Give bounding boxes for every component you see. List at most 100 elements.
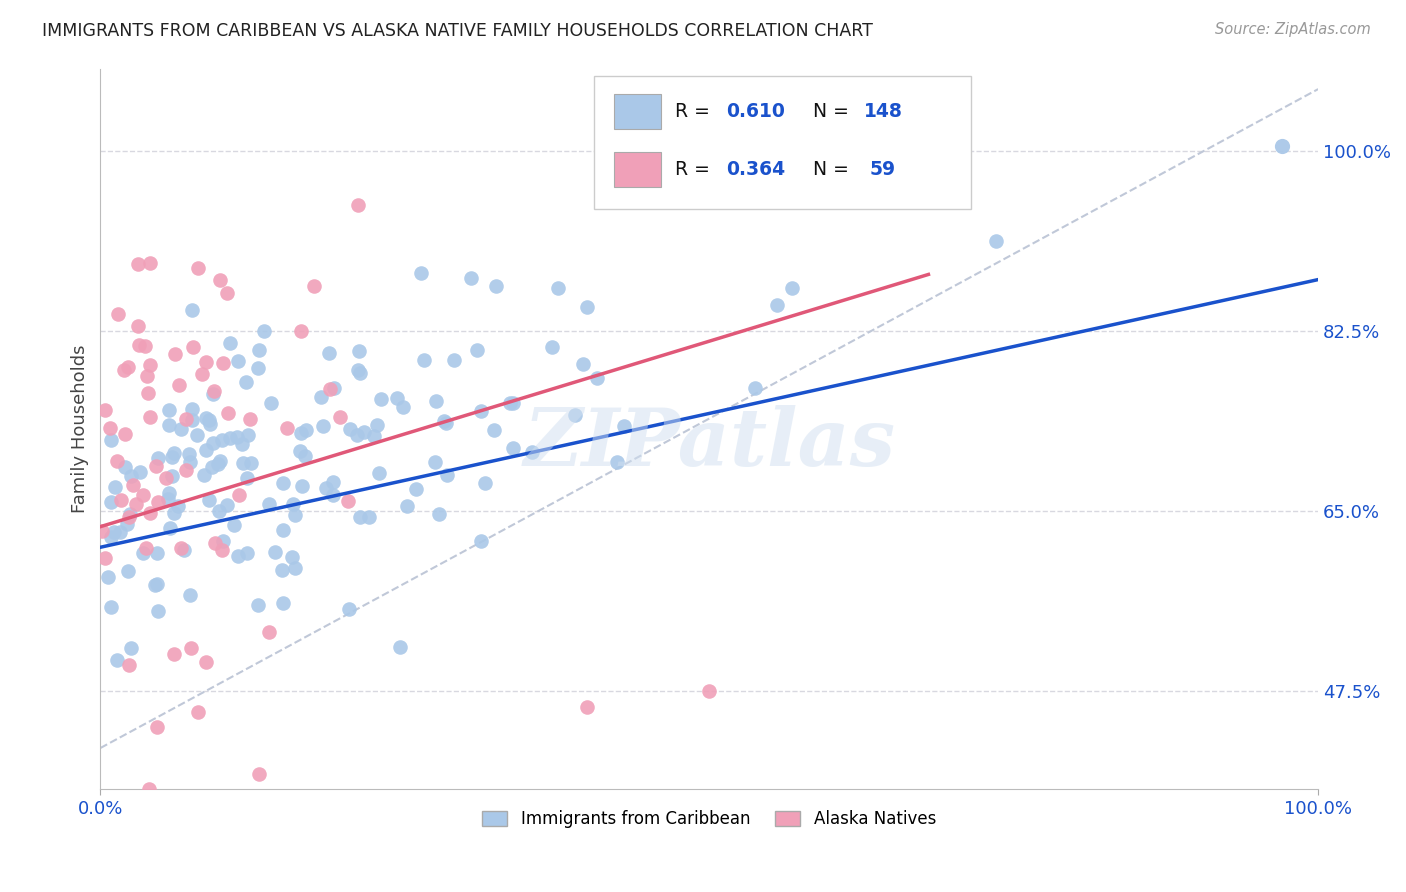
Point [288, 443, 311, 458]
Point [110, 524, 132, 539]
Point [162, 647, 184, 661]
Point [112, 363, 135, 377]
Point [247, 766, 270, 780]
Point [135, 541, 157, 555]
Point [174, 412, 197, 426]
Text: 0.364: 0.364 [727, 160, 786, 179]
Point [163, 347, 186, 361]
Point [103, 525, 125, 540]
Point [167, 378, 190, 392]
Point [339, 602, 361, 616]
Point [780, 280, 803, 294]
Point [247, 599, 270, 613]
Point [470, 403, 492, 417]
Point [520, 445, 543, 459]
Point [281, 497, 304, 511]
Point [183, 340, 205, 354]
Point [145, 459, 167, 474]
Point [337, 493, 360, 508]
Point [388, 640, 411, 654]
Point [465, 343, 488, 357]
Point [138, 256, 160, 270]
Point [425, 393, 447, 408]
Point [766, 298, 789, 312]
Point [211, 433, 233, 447]
Point [281, 549, 304, 564]
Point [271, 563, 294, 577]
Point [613, 419, 636, 434]
Point [195, 355, 218, 369]
Point [502, 441, 524, 455]
Point [302, 279, 325, 293]
Point [264, 545, 287, 559]
Point [586, 371, 609, 385]
Point [217, 406, 239, 420]
Point [180, 402, 202, 417]
Point [482, 423, 505, 437]
Text: 148: 148 [863, 103, 903, 121]
Point [195, 410, 218, 425]
Point [318, 383, 340, 397]
Point [212, 534, 235, 549]
Bar [614, 95, 661, 129]
Point [197, 413, 219, 427]
Text: Source: ZipAtlas.com: Source: ZipAtlas.com [1215, 22, 1371, 37]
Point [179, 447, 201, 461]
Point [160, 450, 183, 465]
Point [193, 468, 215, 483]
Point [117, 516, 139, 531]
Point [209, 454, 232, 468]
Point [114, 426, 136, 441]
Point [339, 422, 361, 436]
Point [392, 400, 415, 414]
Point [474, 476, 496, 491]
Point [436, 468, 458, 483]
Point [322, 475, 344, 489]
Point [346, 428, 368, 442]
Point [194, 442, 217, 457]
Point [132, 487, 155, 501]
Point [135, 369, 157, 384]
Text: IMMIGRANTS FROM CARIBBEAN VS ALASKA NATIVE FAMILY HOUSEHOLDS CORRELATION CHART: IMMIGRANTS FROM CARIBBEAN VS ALASKA NATI… [42, 22, 873, 40]
Point [155, 470, 177, 484]
Point [315, 481, 337, 495]
Point [160, 469, 183, 483]
Point [146, 604, 169, 618]
Point [231, 437, 253, 451]
Point [239, 412, 262, 426]
Legend: Immigrants from Caribbean, Alaska Natives: Immigrants from Caribbean, Alaska Native… [475, 804, 942, 835]
Point [127, 318, 149, 333]
Point [411, 266, 433, 280]
Text: 0.610: 0.610 [727, 103, 785, 121]
Point [284, 508, 307, 523]
Point [412, 353, 434, 368]
Point [143, 578, 166, 592]
Point [425, 455, 447, 469]
Point [186, 428, 208, 442]
Point [311, 419, 333, 434]
Point [163, 506, 186, 520]
Point [201, 460, 224, 475]
Point [159, 486, 181, 500]
Point [187, 261, 209, 276]
Text: R =: R = [675, 160, 716, 179]
Point [157, 403, 180, 417]
Point [322, 488, 344, 502]
Point [180, 641, 202, 656]
Point [260, 395, 283, 409]
Point [236, 427, 259, 442]
Point [232, 456, 254, 470]
Point [117, 657, 139, 672]
Point [259, 624, 281, 639]
Point [322, 381, 344, 395]
Point [181, 413, 204, 427]
Point [876, 175, 898, 189]
Point [202, 384, 225, 398]
Point [259, 497, 281, 511]
Point [128, 465, 150, 479]
Point [236, 471, 259, 485]
Text: N =: N = [813, 160, 855, 179]
Point [105, 653, 128, 667]
Point [349, 509, 371, 524]
Point [247, 361, 270, 376]
